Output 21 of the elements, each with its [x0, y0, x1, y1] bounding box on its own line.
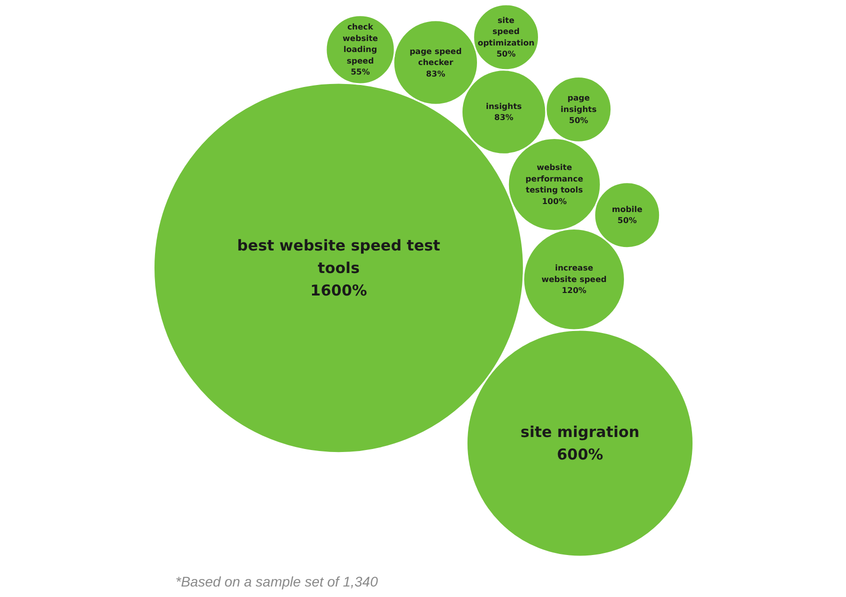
data-label: 50%: [569, 116, 588, 126]
data-label: 120%: [562, 286, 586, 296]
category-label: best website speed test tools: [237, 236, 440, 277]
text: *Based on a sample set of 1,340: [176, 574, 378, 590]
data-label: 50%: [618, 216, 637, 226]
category-label: page speed checker: [410, 46, 462, 68]
category-label: insights: [486, 102, 522, 111]
category-label: page insights: [560, 94, 597, 114]
data-label: 50%: [496, 50, 516, 59]
data-label: 600%: [556, 445, 604, 464]
category-label: site migration: [520, 422, 640, 441]
category-label: site speed optimization: [478, 16, 535, 48]
category-label: mobile: [612, 204, 643, 214]
data-label: 83%: [426, 69, 446, 78]
category-label: website performance testing tools: [526, 163, 584, 195]
data-label: 100%: [542, 196, 567, 206]
data-label: 1600%: [310, 281, 368, 300]
data-label: 55%: [350, 68, 370, 77]
category-label: increase website speed: [541, 264, 607, 284]
data-label: 83%: [494, 113, 514, 122]
category-label: check website loading speed: [342, 22, 379, 66]
